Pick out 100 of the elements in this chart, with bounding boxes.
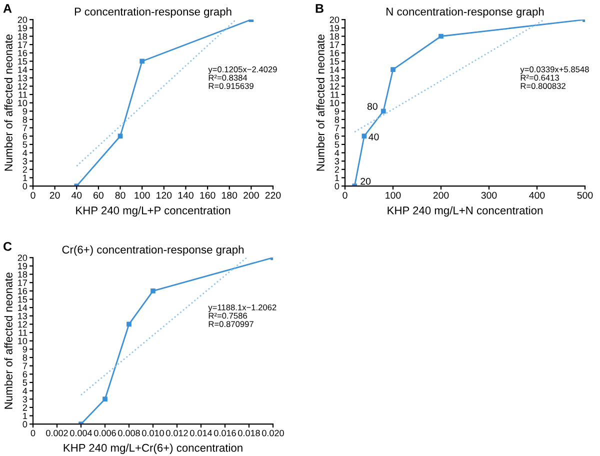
y-tick-label: 17 [18, 280, 27, 286]
y-axis-title: Number of affected neonate [4, 272, 12, 409]
y-tick-label: 7 [22, 124, 27, 132]
chart-title: N concentration-response graph [386, 7, 544, 18]
y-tick-label: 6 [334, 133, 340, 140]
y-tick-label: 18 [18, 271, 28, 278]
y-tick-label: 2 [334, 166, 339, 173]
y-tick-label: 16 [18, 288, 28, 294]
y-tick-label: 4 [22, 150, 28, 156]
y-tick-label: 14 [18, 304, 28, 311]
y-tick-label: 7 [334, 124, 339, 132]
y-tick-label: 11 [18, 92, 28, 98]
y-tick-label: 0 [22, 421, 28, 428]
x-tick-label: 60 [94, 192, 104, 199]
chart-title: Cr(6+) concentration-response graph [62, 245, 244, 256]
y-tick-label: 2 [22, 404, 27, 411]
x-tick-label: 40 [71, 192, 82, 199]
annotation: y=1188.1x−1.2062 [208, 304, 276, 312]
x-tick-label: 160 [200, 192, 216, 199]
annotation: y=0.0339x+5.8548 [520, 66, 589, 74]
annotation: R=0.870997 [208, 321, 254, 328]
y-tick-label: 15 [18, 296, 28, 303]
y-tick-label: 9 [22, 346, 28, 353]
x-tick-label: 0.008 [118, 430, 140, 436]
x-tick-label: 120 [156, 192, 172, 199]
x-tick-label: 180 [222, 192, 238, 199]
y-tick-label: 16 [18, 50, 28, 56]
y-tick-label: 10 [18, 338, 28, 344]
x-tick-label: 0 [30, 430, 36, 436]
y-tick-label: 17 [330, 42, 339, 48]
y-tick-label: 4 [22, 388, 28, 394]
text: C [4, 242, 12, 251]
y-tick-label: 1 [335, 174, 340, 181]
y-tick-label: 10 [330, 100, 340, 106]
point [390, 67, 396, 72]
y-tick-label: 19 [18, 262, 28, 270]
x-axis-title: KHP 240 mg/L+P concentration [76, 206, 230, 217]
x-tick-label: 0 [342, 192, 348, 199]
y-axis-title: Number of affected neonate [4, 34, 12, 171]
y-tick-label: 20 [330, 16, 340, 23]
x-tick-label: 200 [244, 192, 259, 199]
annotation: 80 [367, 102, 378, 110]
y-tick-label: 2 [22, 166, 27, 173]
x-tick-label: 0.004 [70, 430, 92, 436]
annotation: R²=0.7586 [208, 312, 247, 319]
point [126, 322, 132, 327]
y-axis-title: Number of affected neonate [316, 34, 324, 171]
y-tick-label: 15 [18, 58, 28, 65]
x-tick-label: 0 [30, 192, 36, 199]
point [140, 58, 145, 64]
y-tick-label: 13 [18, 74, 28, 82]
y-tick-label: 0 [22, 183, 28, 190]
y-tick-label: 18 [330, 33, 340, 40]
y-tick-label: 0 [334, 183, 340, 190]
y-tick-label: 12 [330, 83, 339, 90]
y-tick-label: 14 [330, 66, 340, 73]
x-tick-label: 200 [433, 192, 449, 199]
x-tick-label: 500 [577, 192, 593, 199]
y-tick-label: 12 [18, 83, 27, 90]
y-tick-label: 1 [23, 412, 28, 420]
annotation: R²=0.6413 [520, 74, 559, 81]
x-tick-label: 80 [115, 192, 126, 199]
annotation: y=0.1205x−2.4029 [208, 66, 277, 74]
point [362, 134, 367, 139]
y-tick-label: 9 [22, 108, 28, 115]
x-tick-label: 220 [265, 192, 281, 199]
y-tick-label: 13 [330, 74, 340, 82]
x-tick-label: 0.010 [142, 430, 164, 436]
annotation: R=0.800832 [520, 83, 566, 89]
x-tick-label: 20 [50, 192, 60, 199]
annotation: 40 [368, 133, 379, 140]
annotation: R²=0.8384 [208, 74, 248, 81]
point [380, 108, 386, 114]
y-tick-label: 12 [18, 321, 27, 328]
y-tick-label: 19 [330, 24, 340, 32]
x-axis-title: KHP 240 mg/L+N concentration [388, 206, 542, 217]
y-tick-label: 5 [22, 142, 28, 148]
annotation: 20 [360, 178, 371, 185]
x-tick-label: 100 [386, 192, 401, 199]
x-tick-label: 100 [134, 192, 150, 199]
x-tick-label: 400 [529, 192, 545, 199]
y-tick-label: 8 [334, 116, 340, 123]
y-tick-label: 5 [22, 380, 28, 386]
chart-title: P concentration-response graph [74, 7, 232, 18]
y-tick-label: 10 [18, 100, 28, 106]
x-tick-label: 0.020 [262, 430, 284, 436]
x-tick-label: 0.018 [238, 430, 260, 436]
y-tick-label: 16 [330, 50, 340, 56]
text: A [3, 4, 12, 13]
y-tick-label: 3 [22, 396, 28, 402]
y-tick-label: 8 [22, 354, 28, 361]
y-tick-label: 4 [334, 150, 340, 156]
point [118, 134, 123, 139]
y-tick-label: 11 [18, 330, 28, 336]
point [102, 396, 108, 402]
y-tick-label: 20 [18, 16, 28, 23]
x-tick-label: 300 [481, 192, 497, 199]
x-tick-label: 0.012 [166, 430, 188, 436]
y-tick-label: 3 [334, 158, 340, 164]
y-tick-label: 8 [22, 116, 28, 123]
